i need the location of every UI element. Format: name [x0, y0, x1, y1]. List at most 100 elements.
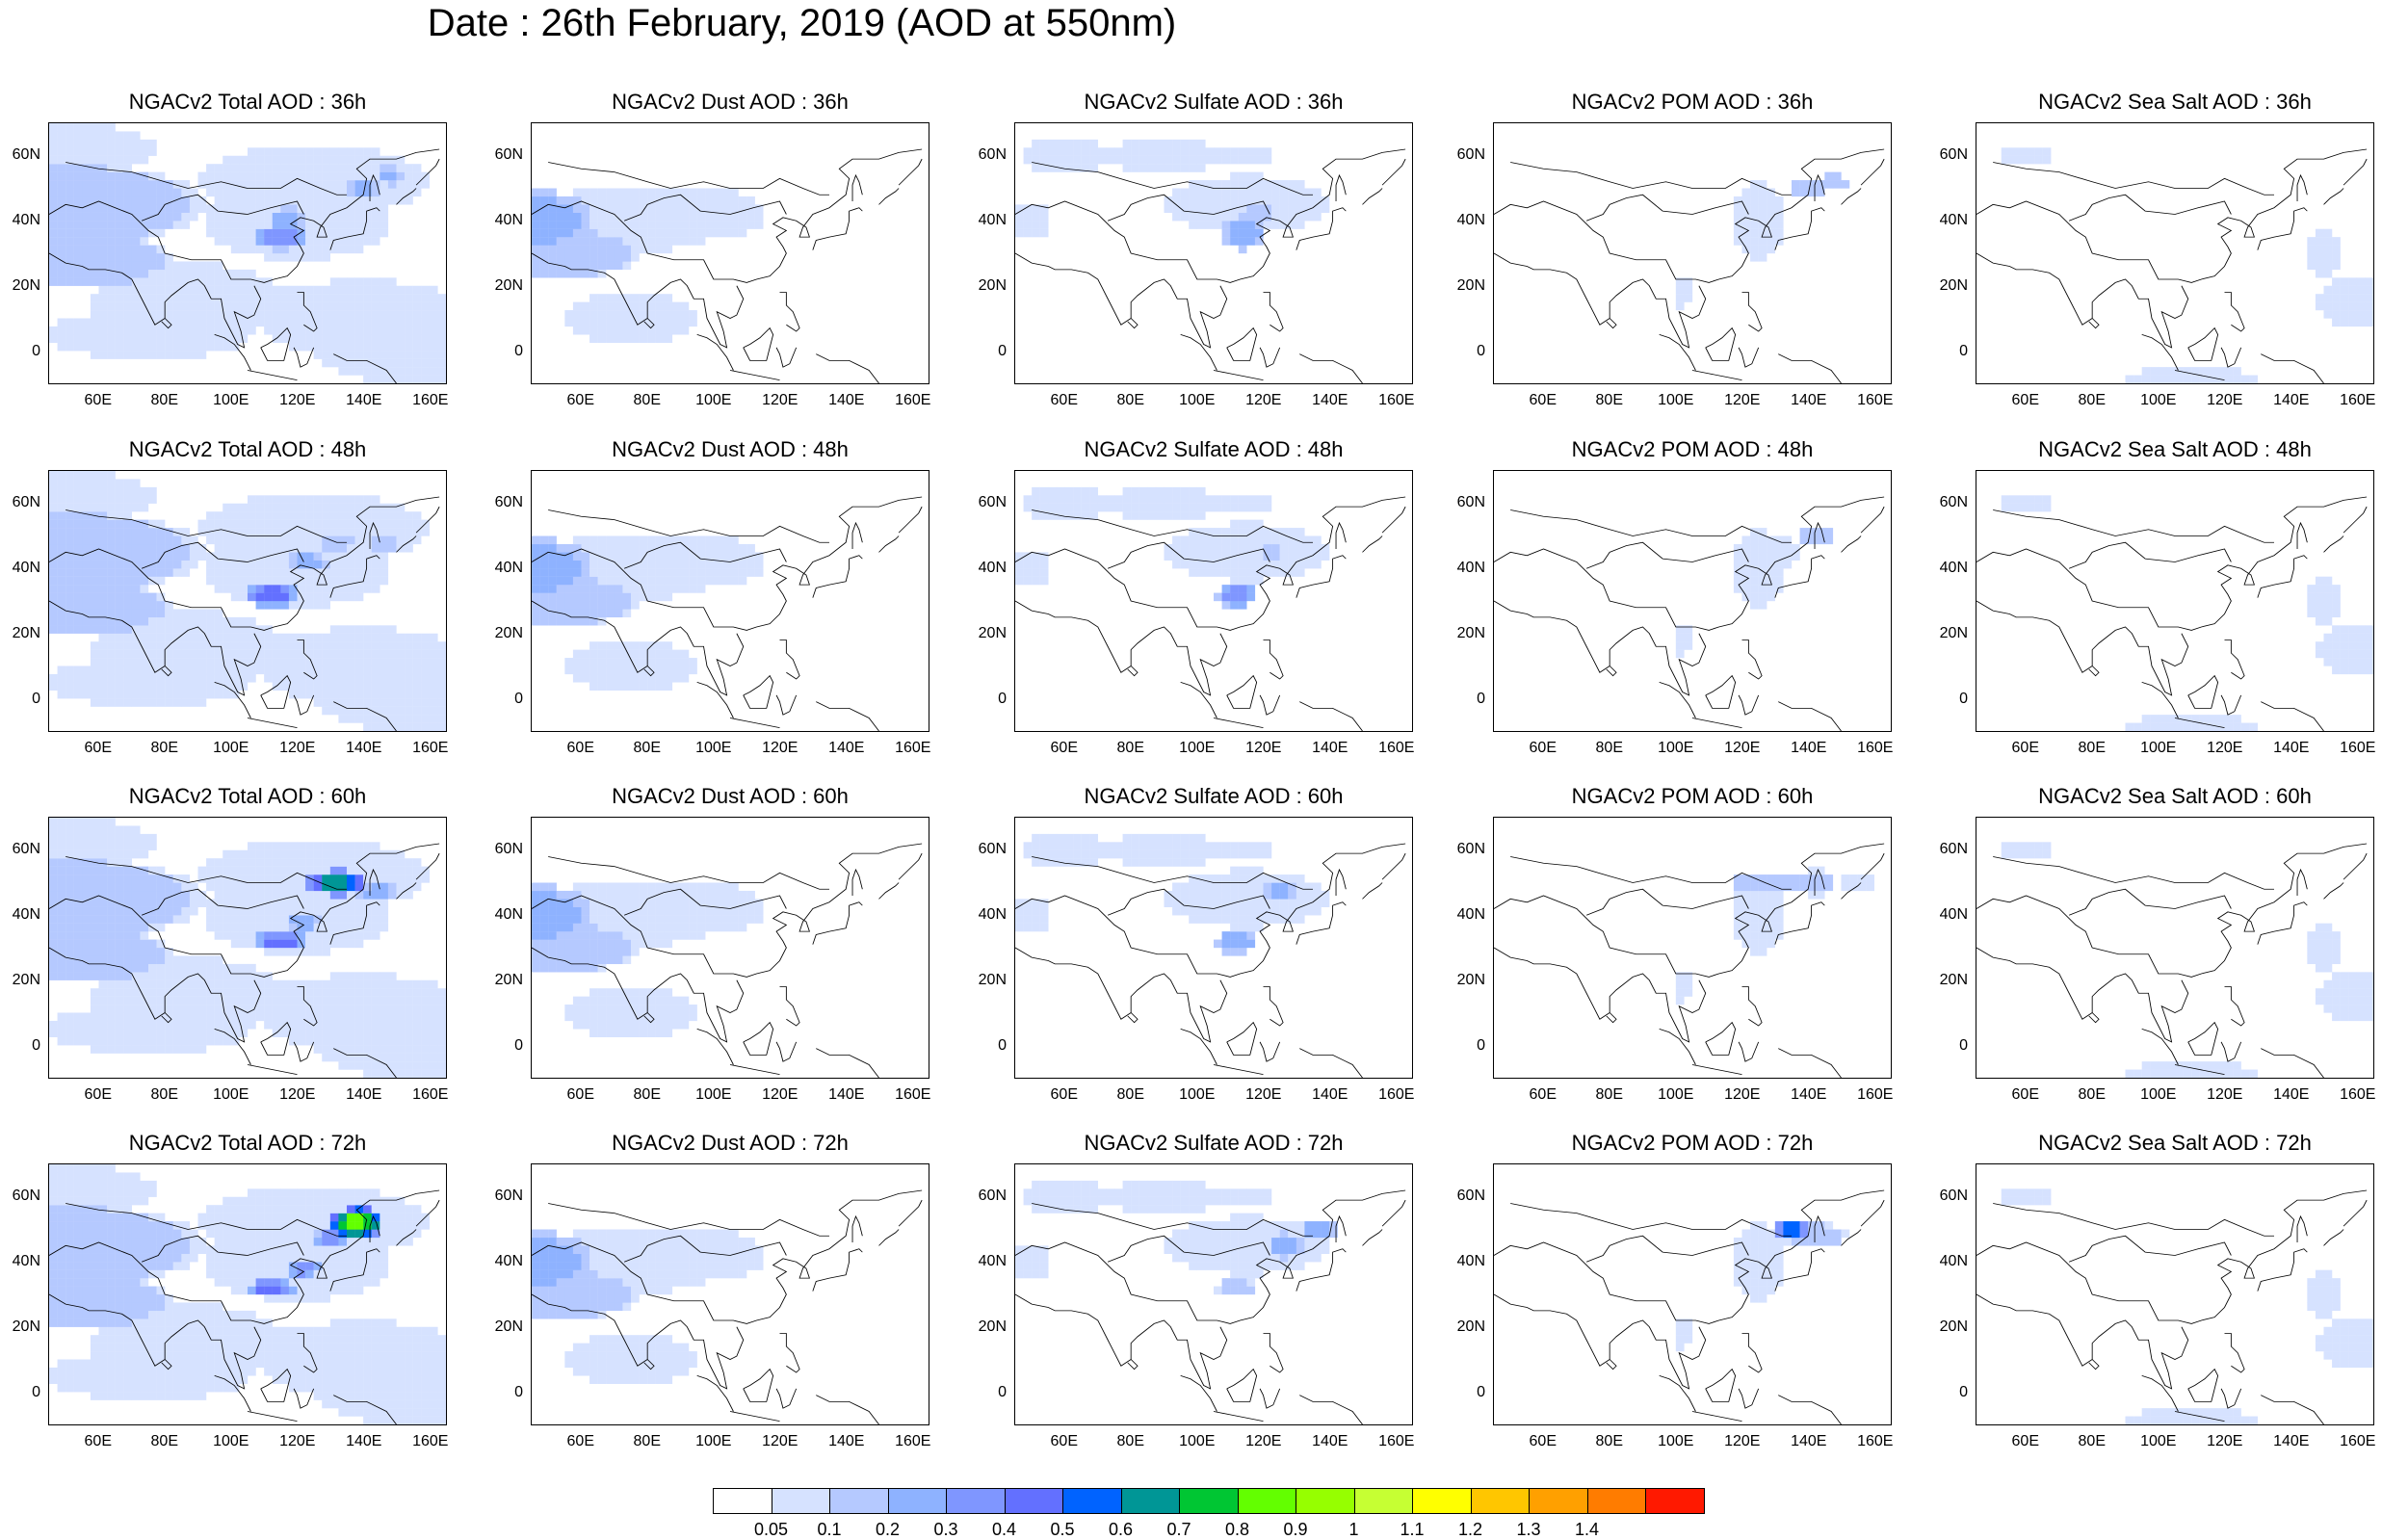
aod-cell — [413, 997, 422, 1005]
aod-cell — [123, 326, 132, 335]
coastline — [2324, 536, 2344, 553]
aod-cell — [622, 674, 631, 683]
aod-cell — [380, 1021, 388, 1030]
lat-tick-label: 60N — [1940, 494, 1968, 511]
aod-cell — [65, 825, 74, 834]
aod-cell — [589, 1013, 598, 1022]
aod-cell — [330, 842, 339, 850]
aod-cell — [289, 253, 298, 262]
aod-cell — [388, 707, 397, 716]
aod-cell — [314, 924, 323, 932]
aod-cell — [264, 213, 273, 222]
aod-cell — [273, 286, 281, 295]
aod-cell — [314, 980, 323, 989]
aod-cell — [1032, 164, 1040, 172]
aod-cell — [437, 319, 446, 327]
aod-cell — [91, 1021, 99, 1030]
aod-cell — [380, 650, 388, 659]
aod-cell — [1040, 213, 1049, 222]
aod-cell — [314, 164, 323, 172]
aod-cell — [132, 891, 141, 900]
aod-cell — [181, 1045, 190, 1054]
aod-cell — [305, 568, 314, 577]
aod-cell — [380, 568, 388, 577]
aod-cell — [256, 536, 265, 545]
aod-cell — [198, 1013, 207, 1022]
aod-cell — [298, 164, 306, 172]
aod-cell — [1239, 172, 1247, 181]
aod-cell — [99, 561, 108, 569]
aod-cell — [1089, 504, 1098, 512]
aod-cell — [99, 666, 108, 675]
aod-cell — [1255, 189, 1264, 197]
aod-cell — [1783, 544, 1792, 553]
aod-cell — [190, 213, 198, 222]
aod-cell — [1024, 495, 1033, 504]
aod-cell — [615, 593, 623, 602]
aod-cell — [231, 246, 240, 254]
aod-cell — [697, 237, 706, 246]
aod-cell — [1304, 536, 1313, 545]
aod-cell — [355, 658, 364, 666]
aod-cell — [1792, 180, 1800, 189]
aod-cell — [181, 617, 190, 626]
aod-cell — [1015, 229, 1024, 238]
aod-cell — [1246, 504, 1255, 512]
aod-cell — [157, 601, 166, 610]
aod-cell — [289, 147, 298, 156]
aod-cell — [273, 164, 281, 172]
aod-cell — [413, 698, 422, 707]
aod-cell — [222, 561, 231, 569]
lat-tick-label: 0 — [1959, 691, 1968, 708]
aod-cell — [273, 641, 281, 650]
aod-cell — [132, 189, 141, 197]
aod-cell — [74, 204, 83, 213]
aod-cell — [65, 213, 74, 222]
aod-cell — [664, 666, 672, 675]
aod-cell — [215, 196, 223, 205]
aod-cell — [330, 172, 339, 181]
aod-cell — [91, 568, 99, 577]
aod-cell — [1767, 552, 1775, 561]
aod-cell — [1024, 568, 1033, 577]
aod-cell — [564, 577, 573, 586]
aod-cell — [2348, 319, 2357, 327]
aod-cell — [49, 585, 58, 593]
aod-cell — [330, 924, 339, 932]
aod-cell — [582, 577, 590, 586]
aod-cell — [58, 891, 66, 900]
aod-cell — [116, 294, 124, 302]
aod-cell — [157, 277, 166, 286]
aod-cell — [99, 980, 108, 989]
aod-cell — [615, 641, 623, 650]
aod-cell — [273, 544, 281, 553]
aod-cell — [99, 131, 108, 140]
aod-cell — [148, 617, 157, 626]
aod-cell — [1734, 213, 1742, 222]
aod-cell — [405, 715, 413, 723]
aod-cell — [65, 180, 74, 189]
aod-cell — [65, 867, 74, 875]
aod-cell — [248, 641, 256, 650]
coastline — [697, 334, 734, 370]
aod-cell — [338, 666, 347, 675]
aod-cell — [2348, 625, 2357, 634]
aod-cell — [273, 504, 281, 512]
aod-cell — [322, 842, 330, 850]
aod-cell — [372, 343, 380, 352]
aod-cell — [405, 988, 413, 997]
aod-field-map — [1976, 471, 2373, 731]
aod-cell — [107, 1005, 116, 1013]
aod-cell — [1098, 147, 1107, 156]
aod-cell — [148, 334, 157, 343]
aod-cell — [74, 625, 83, 634]
aod-cell — [305, 495, 314, 504]
aod-cell — [413, 319, 422, 327]
aod-cell — [206, 955, 215, 964]
aod-cell — [355, 326, 364, 335]
aod-cell — [388, 343, 397, 352]
aod-cell — [1172, 189, 1181, 197]
aod-cell — [58, 140, 66, 148]
aod-cell — [2027, 504, 2035, 512]
aod-cell — [248, 319, 256, 327]
